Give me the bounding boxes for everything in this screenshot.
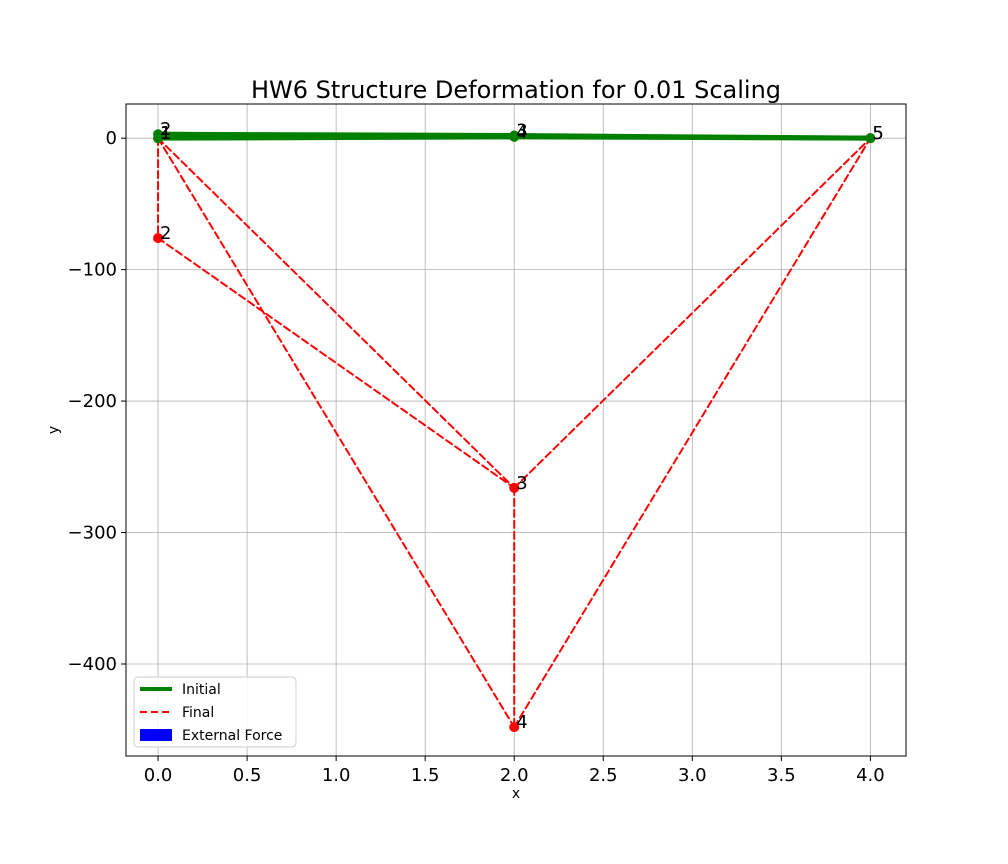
chart-title: HW6 Structure Deformation for 0.01 Scali… bbox=[251, 76, 781, 104]
final-node-point bbox=[153, 233, 164, 244]
initial-node-point bbox=[865, 133, 876, 144]
final-node-label: 4 bbox=[516, 712, 527, 733]
initial-node-point bbox=[509, 131, 520, 142]
initial-members bbox=[155, 131, 873, 141]
x-tick-label: 2.5 bbox=[589, 765, 618, 786]
plot-frame bbox=[125, 103, 907, 757]
x-tick-label: 1.5 bbox=[411, 765, 440, 786]
legend-entry-label: Final bbox=[182, 705, 214, 721]
final-node-label: 3 bbox=[516, 473, 527, 494]
y-tick-label: 0 bbox=[106, 128, 117, 149]
legend-entry-label: Initial bbox=[182, 682, 221, 698]
final-member-line bbox=[157, 137, 516, 489]
x-tick-label: 3.5 bbox=[767, 765, 796, 786]
x-axis-label: x bbox=[512, 786, 520, 802]
final-members bbox=[157, 137, 872, 729]
y-tick-label: −400 bbox=[68, 654, 117, 675]
legend-swatch-external-force bbox=[140, 729, 172, 741]
final-member-line bbox=[157, 137, 516, 729]
legend-entry-label: External Force bbox=[182, 728, 282, 744]
x-tick-label: 0.5 bbox=[233, 765, 262, 786]
initial-node-label: 2 bbox=[160, 119, 171, 140]
initial-nodes bbox=[153, 129, 876, 144]
y-tick-label: −200 bbox=[68, 391, 117, 412]
y-axis-ticks: 0 −100 −200 −300 −400 bbox=[68, 128, 126, 675]
final-node-label: 5 bbox=[872, 123, 883, 144]
x-tick-label: 0.0 bbox=[144, 765, 173, 786]
final-node-point bbox=[509, 722, 520, 733]
initial-node-label: 1 bbox=[160, 123, 171, 144]
final-node-point bbox=[509, 482, 520, 493]
initial-node-label: 5 bbox=[872, 123, 883, 144]
initial-node-label: 4 bbox=[516, 122, 527, 143]
legend-box bbox=[133, 676, 297, 748]
legend: Initial Final External Force bbox=[133, 676, 297, 748]
y-axis-label: y bbox=[46, 426, 62, 434]
initial-node-point bbox=[153, 129, 164, 140]
final-member-line bbox=[513, 137, 872, 729]
final-member-line bbox=[157, 237, 516, 489]
x-tick-label: 4.0 bbox=[856, 765, 885, 786]
y-tick-label: −300 bbox=[68, 523, 117, 544]
initial-member-line bbox=[511, 134, 873, 141]
final-node-label: 2 bbox=[160, 223, 171, 244]
final-member-line bbox=[513, 137, 872, 489]
initial-node-label: 3 bbox=[516, 121, 527, 142]
x-tick-label: 2.0 bbox=[500, 765, 529, 786]
initial-member-line bbox=[155, 131, 517, 140]
x-axis-ticks: 0.0 0.5 1.0 1.5 2.0 2.5 3.0 3.5 4.0 bbox=[144, 756, 885, 786]
x-tick-label: 3.0 bbox=[678, 765, 707, 786]
final-node-label: 1 bbox=[160, 123, 171, 144]
x-tick-label: 1.0 bbox=[322, 765, 351, 786]
y-tick-label: −100 bbox=[68, 260, 117, 281]
